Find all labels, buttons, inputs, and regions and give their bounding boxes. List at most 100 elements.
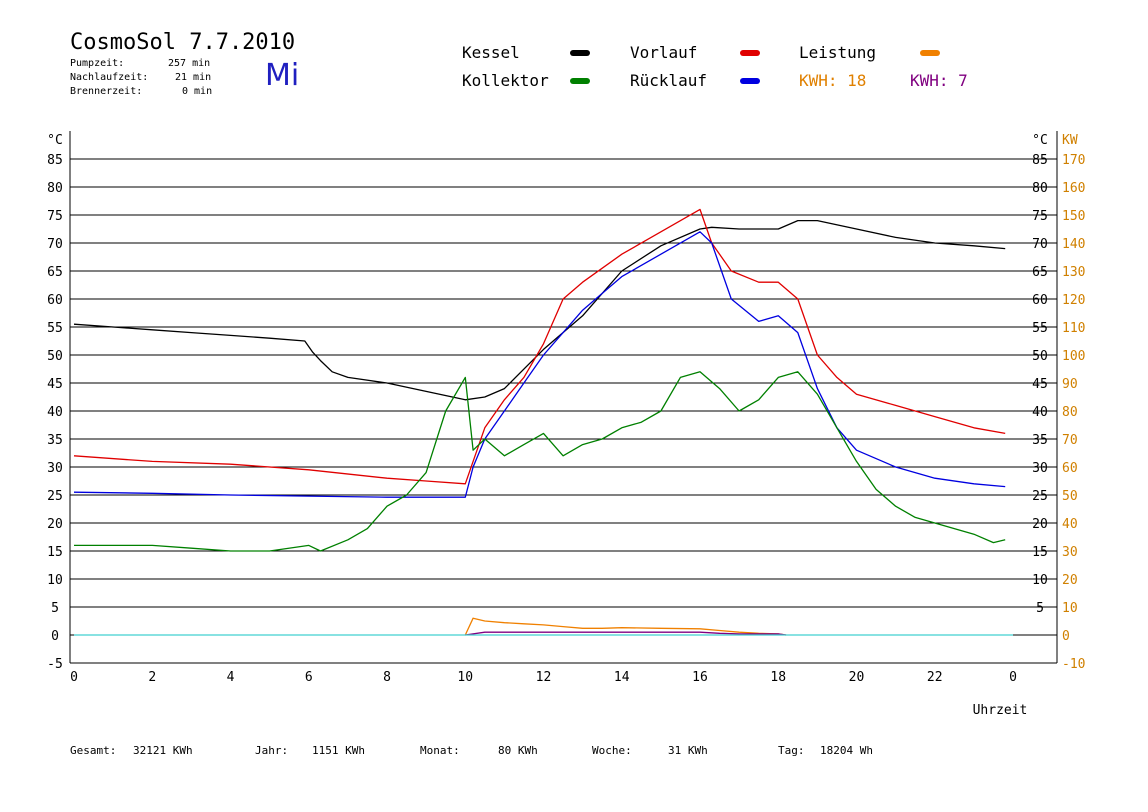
y-axis-label-left: °C [47,133,63,148]
y-tick-right-power: 100 [1062,349,1085,364]
legend-kollektor: Kollektor [462,71,549,90]
y-axis-label-right-power: KW [1062,133,1078,148]
y-tick-left: 25 [47,489,63,504]
y-tick-right-power: 0 [1062,629,1070,644]
series-line-vorlauf [73,208,1006,485]
y-tick-right-power: 90 [1062,377,1078,392]
y-tick-left: 60 [47,293,63,308]
y-tick-right-temp: 40 [1032,405,1048,420]
y-tick-left: 75 [47,209,63,224]
y-tick-right-temp: 35 [1032,433,1048,448]
legend-kwh-ertrag: KWH: 7 [910,71,968,90]
y-tick-right-power: 110 [1062,321,1085,336]
y-tick-right-power: 20 [1062,573,1078,588]
footer-jahr-value: 1151 KWh [312,744,365,757]
y-tick-right-temp: 85 [1032,153,1048,168]
y-tick-left: 45 [47,377,63,392]
y-tick-right-temp: 10 [1032,573,1048,588]
legend-leistung: Leistung [799,43,877,62]
y-axis-label-right-temp: °C [1032,133,1048,148]
x-tick-label: 20 [849,670,865,685]
y-tick-right-temp: 65 [1032,265,1048,280]
legend-ruecklauf: Rücklauf [630,71,708,90]
y-tick-right-temp: 45 [1032,377,1048,392]
y-tick-left: 0 [51,629,59,644]
legend-leistung-swatch [920,50,940,56]
y-tick-left: 80 [47,181,63,196]
y-tick-right-temp: 55 [1032,321,1048,336]
y-tick-left: 10 [47,573,63,588]
x-tick-label: 18 [770,670,786,685]
legend-vorlauf-swatch [740,50,760,56]
stat-label-pump: Pumpzeit: [70,58,125,69]
y-tick-right-power: 170 [1062,153,1085,168]
y-tick-right-power: 40 [1062,517,1078,532]
footer-gesamt-value: 32121 KWh [133,744,193,757]
footer-gesamt-label: Gesamt: [70,744,117,757]
y-tick-right-power: 70 [1062,433,1078,448]
x-tick-label: 0 [70,670,78,685]
y-tick-right-temp: 70 [1032,237,1048,252]
x-tick-label: 14 [614,670,630,685]
y-tick-right-power: 120 [1062,293,1085,308]
x-axis-label: Uhrzeit [973,703,1028,718]
y-tick-left: 15 [47,545,63,560]
y-tick-right-temp: 30 [1032,461,1048,476]
footer-tag-value: 18204 Wh [820,744,873,757]
weekday-label: Mi [265,58,300,93]
y-tick-right-power: -10 [1062,657,1085,672]
footer-tag-label: Tag: [778,744,805,757]
stat-value-brenner: 0 min [182,86,213,97]
y-tick-left: 40 [47,405,63,420]
page-title: CosmoSol 7.7.2010 [70,30,296,55]
y-tick-right-temp: 20 [1032,517,1048,532]
footer-woche-value: 31 KWh [668,744,708,757]
stat-value-nachlauf: 21 min [175,72,212,83]
legend-kessel-swatch [570,50,590,56]
y-tick-right-power: 60 [1062,461,1078,476]
y-tick-right-power: 160 [1062,181,1085,196]
y-tick-right-power: 50 [1062,489,1078,504]
x-tick-label: 6 [305,670,313,685]
y-tick-left: 70 [47,237,63,252]
footer-woche-label: Woche: [592,744,632,757]
footer-jahr-label: Jahr: [255,744,289,757]
x-tick-label: 0 [1009,670,1017,685]
x-tick-label: 22 [927,670,943,685]
series-line-ertrag [465,631,787,636]
y-tick-right-power: 130 [1062,265,1085,280]
y-tick-right-temp: 80 [1032,181,1048,196]
series-line-kollektor [74,371,1006,552]
y-tick-right-temp: 15 [1032,545,1048,560]
legend-kollektor-swatch [570,78,590,84]
y-tick-left: 50 [47,349,63,364]
stat-label-nachlauf: Nachlaufzeit: [70,72,149,83]
y-tick-right-power: 150 [1062,209,1085,224]
y-tick-right-temp: 25 [1032,489,1048,504]
series-line-rücklauf [73,231,1006,498]
stat-value-pump: 257 min [168,58,211,69]
y-tick-left: -5 [47,657,63,672]
x-tick-label: 12 [536,670,552,685]
y-tick-left: 65 [47,265,63,280]
y-tick-right-power: 30 [1062,545,1078,560]
y-tick-right-power: 10 [1062,601,1078,616]
x-tick-label: 16 [692,670,708,685]
y-tick-right-temp: 75 [1032,209,1048,224]
y-tick-left: 20 [47,517,63,532]
y-tick-left: 35 [47,433,63,448]
y-tick-left: 5 [51,601,59,616]
x-tick-label: 8 [383,670,391,685]
y-tick-left: 55 [47,321,63,336]
footer-monat-value: 80 KWh [498,744,538,757]
y-tick-right-temp: 50 [1032,349,1048,364]
y-tick-right-power: 140 [1062,237,1085,252]
legend-kwh-leistung: KWH: 18 [799,71,867,90]
series-line-leistung [464,617,787,636]
legend-kessel: Kessel [462,43,520,62]
footer-monat-label: Monat: [420,744,460,757]
legend-ruecklauf-swatch [740,78,760,84]
x-tick-label: 4 [227,670,235,685]
x-tick-label: 10 [457,670,473,685]
